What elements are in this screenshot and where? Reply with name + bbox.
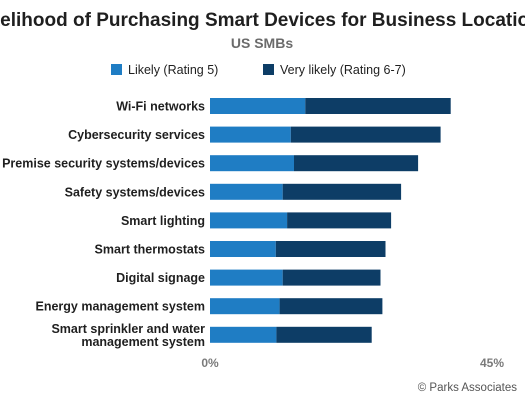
bar-digital-signage-very-likely xyxy=(282,269,381,286)
bar-smart-lighting-very-likely xyxy=(287,212,392,229)
bar-smart-thermostats-very-likely xyxy=(275,241,386,257)
legend-label-very-likely: Very likely (Rating 6-7) xyxy=(280,63,406,77)
bar-digital-signage-likely xyxy=(210,269,283,286)
category-label-cybersecurity-services: Cybersecurity services xyxy=(68,128,205,142)
legend: Likely (Rating 5) Very likely (Rating 6-… xyxy=(111,63,406,77)
category-label-wi-fi-networks: Wi-Fi networks xyxy=(116,100,205,114)
category-label-premise-security-systems-devices: Premise security systems/devices xyxy=(2,157,205,171)
category-label-digital-signage: Digital signage xyxy=(116,271,205,285)
bar-wi-fi-networks-likely xyxy=(210,98,306,114)
category-label-smart-sprinkler-and-water-management-system: Smart sprinkler and water management syst… xyxy=(51,322,205,349)
legend-swatch-likely xyxy=(111,64,122,75)
bar-smart-sprinkler-and-water-management-system-very-likely xyxy=(276,326,372,343)
bar-premise-security-systems-devices-likely xyxy=(210,155,294,172)
bar-safety-systems-devices-likely xyxy=(210,183,283,200)
plot-area: Wi-Fi networks Cybersecurity services Prem… xyxy=(2,98,451,349)
category-label-smart-lighting: Smart lighting xyxy=(121,214,205,228)
bar-energy-management-system-very-likely xyxy=(279,298,383,315)
bar-safety-systems-devices-very-likely xyxy=(282,183,402,200)
bar-energy-management-system-likely xyxy=(210,298,280,315)
bar-wi-fi-networks-very-likely xyxy=(305,98,451,114)
legend-label-likely: Likely (Rating 5) xyxy=(128,63,218,77)
legend-swatch-very-likely xyxy=(263,64,274,75)
bar-cybersecurity-services-very-likely xyxy=(290,126,441,143)
category-label-smart-thermostats: Smart thermostats xyxy=(95,243,205,257)
chart-title: Likelihood of Purchasing Smart Devices f… xyxy=(0,10,525,31)
credit-text: © Parks Associates xyxy=(418,382,517,394)
bar-smart-thermostats-likely xyxy=(210,241,276,257)
x-tick-label-max: 45% xyxy=(480,356,504,370)
category-label-energy-management-system: Energy management system xyxy=(35,300,205,314)
bar-premise-security-systems-devices-very-likely xyxy=(294,155,419,172)
x-tick-label-min: 0% xyxy=(201,356,219,370)
chart-subtitle: US SMBs xyxy=(231,35,293,51)
bar-smart-sprinkler-and-water-management-system-likely xyxy=(210,326,277,343)
bar-cybersecurity-services-likely xyxy=(210,126,291,143)
category-label-safety-systems-devices: Safety systems/devices xyxy=(65,185,205,199)
bar-smart-lighting-likely xyxy=(210,212,288,229)
